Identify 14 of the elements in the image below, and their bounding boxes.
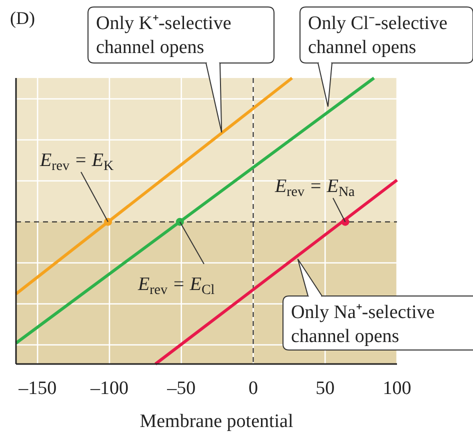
x-tick-label: 50	[316, 378, 335, 399]
x-tick-label: –150	[18, 378, 57, 399]
annotation: Only K⁺-selective channel opens	[96, 13, 232, 58]
x-axis-title: Membrane potential	[140, 411, 294, 432]
x-tick-label: –100	[89, 378, 128, 399]
annotation: E$_{rev}$ = E$_{Na}$	[274, 176, 356, 200]
annotation: Only Na⁺-selective channel opens	[291, 302, 435, 347]
annotation: E$_{rev}$ = E$_{Cl}$	[137, 274, 215, 298]
x-tick-label: 0	[248, 378, 258, 399]
text: (D)	[10, 8, 35, 28]
annotation: Only Cl⁻-selective channel opens	[308, 13, 448, 58]
annotation: E$_{rev}$ = E$_{K}$	[39, 150, 114, 174]
x-tick-label: –50	[166, 378, 196, 399]
x-tick-label: 100	[382, 378, 412, 399]
